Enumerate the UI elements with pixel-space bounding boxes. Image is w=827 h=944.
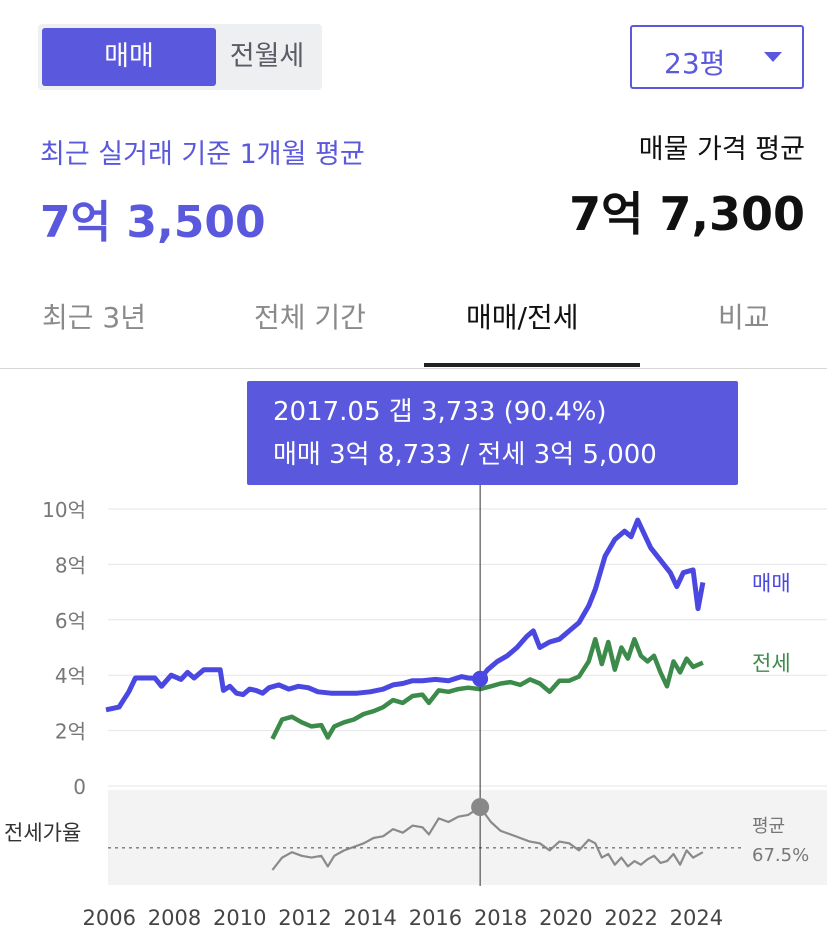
series-line-ratio: [271, 806, 704, 871]
cursor-marker-ratio: [471, 798, 490, 817]
x-tick-label: 2012: [278, 906, 331, 930]
cursor-marker-sale: [472, 670, 489, 687]
area-select[interactable]: 23평: [630, 25, 804, 89]
ratio-avg-label: 평균: [752, 816, 785, 837]
period-tabs: 최근 3년 전체 기간 매매/전세 비교: [0, 280, 827, 369]
caret-down-icon: [764, 52, 782, 62]
recent-avg-value: 7억 3,500: [40, 197, 266, 248]
recent-avg-label: 최근 실거래 기준 1개월 평균: [40, 139, 365, 170]
y-tick-label: 2억: [55, 720, 86, 744]
area-select-value: 23평: [664, 47, 726, 80]
tab-recent-3y[interactable]: 최근 3년: [42, 301, 146, 334]
toggle-sale-button[interactable]: 매매: [42, 28, 216, 86]
y-tick-label: 8억: [55, 553, 86, 577]
series-line-jeonse: [270, 636, 704, 740]
toggle-rent-button[interactable]: 전월세: [229, 41, 305, 72]
x-tick-label: 2016: [409, 906, 462, 930]
ratio-panel-bg: [108, 790, 827, 885]
x-tick-label: 2014: [343, 906, 396, 930]
series-line-sale: [105, 517, 706, 713]
listing-avg-value: 7억 7,300: [569, 187, 805, 241]
ratio-avg-value: 67.5%: [752, 845, 809, 866]
series-label-jeonse: 전세: [752, 652, 791, 676]
tab-all-period[interactable]: 전체 기간: [254, 301, 366, 334]
x-tick-label: 2020: [539, 906, 592, 930]
x-tick-label: 2010: [213, 906, 266, 930]
trade-type-toggle: 매매 전월세: [38, 24, 322, 90]
y-tick-label: 6억: [55, 609, 86, 633]
tooltip-line-2: 매매 3억 8,733 / 전세 3억 5,000: [273, 440, 657, 470]
listing-avg-label: 매물 가격 평균: [638, 134, 805, 165]
active-tab-indicator: [424, 363, 640, 367]
y-tick-label: 0: [73, 775, 86, 799]
x-tick-label: 2018: [474, 906, 527, 930]
series-label-sale: 매매: [752, 571, 791, 595]
y-tick-label: 4억: [55, 664, 86, 688]
x-tick-label: 2024: [670, 906, 723, 930]
tooltip-line-1: 2017.05 갭 3,733 (90.4%): [273, 397, 607, 427]
price-chart[interactable]: 10억 8억 6억 4억 2억 0 2006 2008 2010 2012 2014 2016 2018…: [0, 370, 827, 944]
x-tick-label: 2006: [83, 906, 136, 930]
x-tick-label: 2022: [604, 906, 657, 930]
tab-compare[interactable]: 비교: [718, 301, 770, 334]
y-tick-label: 10억: [42, 498, 86, 522]
tab-sale-jeonse[interactable]: 매매/전세: [466, 301, 579, 334]
x-tick-label: 2008: [148, 906, 201, 930]
chart-tooltip: 2017.05 갭 3,733 (90.4%) 매매 3억 8,733 / 전세…: [247, 381, 738, 485]
ratio-axis-label: 전세가율: [4, 821, 81, 845]
